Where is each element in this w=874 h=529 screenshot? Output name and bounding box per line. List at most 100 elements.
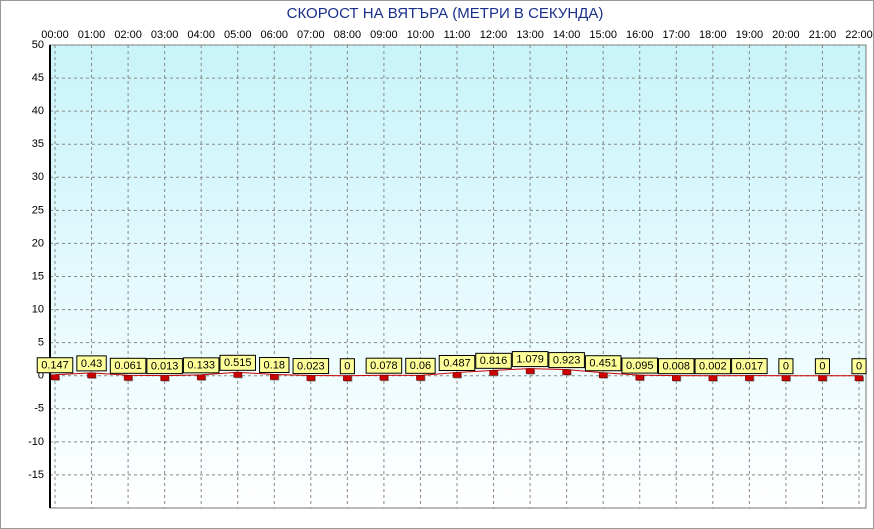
value-label-box xyxy=(339,358,355,375)
x-tick-label: 02:00 xyxy=(114,29,142,41)
value-label: 0.515 xyxy=(219,354,256,371)
y-tick-label: 0 xyxy=(38,370,44,382)
y-tick-label: 35 xyxy=(32,138,44,150)
y-tick-label: 5 xyxy=(38,337,44,349)
value-label: 1.079 xyxy=(511,351,549,368)
value-label: 0.023 xyxy=(292,358,330,375)
value-label-box xyxy=(475,352,512,369)
marker xyxy=(306,375,316,381)
y-tick-label: -5 xyxy=(34,403,44,415)
value-label-box xyxy=(584,355,622,372)
x-tick-label: 00:00 xyxy=(41,29,69,41)
y-tick-label: 20 xyxy=(32,237,44,249)
value-label-box xyxy=(658,358,695,375)
value-label-box xyxy=(731,358,768,375)
value-label: 0.095 xyxy=(621,357,658,374)
value-label: 0.061 xyxy=(109,357,147,374)
value-label-text: 0.451 xyxy=(589,358,617,370)
marker xyxy=(562,369,571,375)
value-label-text: 0.18 xyxy=(264,359,285,371)
value-label-text: 0 xyxy=(856,361,862,373)
x-tick-label: 08:00 xyxy=(334,29,362,41)
value-label: 0.18 xyxy=(259,357,290,374)
y-tick-label: 45 xyxy=(32,72,44,84)
value-label: 0 xyxy=(851,358,867,375)
value-label-text: 0 xyxy=(344,361,350,373)
y-tick-label: 30 xyxy=(32,171,44,183)
x-tick-label: 06:00 xyxy=(261,29,289,41)
marker xyxy=(745,375,754,381)
x-tick-label: 03:00 xyxy=(151,29,179,41)
value-label: 0.133 xyxy=(182,357,220,374)
value-label-text: 0.487 xyxy=(443,357,471,369)
value-label-text: 0.816 xyxy=(480,355,508,367)
value-label-text: 0.013 xyxy=(151,361,179,373)
value-label-text: 0.078 xyxy=(370,360,398,372)
value-label-text: 0.147 xyxy=(41,360,69,372)
value-label-box xyxy=(109,357,147,374)
x-tick-label: 01:00 xyxy=(78,29,106,41)
marker xyxy=(233,372,242,378)
value-label-box xyxy=(814,358,831,375)
y-tick-label: -10 xyxy=(28,436,44,448)
marker xyxy=(87,372,96,379)
x-tick-label: 07:00 xyxy=(297,29,325,41)
marker xyxy=(123,375,133,381)
value-label: 0.002 xyxy=(694,358,732,375)
x-tick-label: 22:00 xyxy=(845,29,873,41)
value-label: 0.451 xyxy=(584,355,622,372)
value-label: 0.147 xyxy=(36,357,74,374)
y-tick-label: -15 xyxy=(28,469,44,481)
value-label-box xyxy=(548,352,585,369)
value-label: 0.06 xyxy=(405,357,436,374)
x-tick-label: 16:00 xyxy=(626,29,654,41)
value-label-box xyxy=(182,357,220,374)
chart-title: СКОРОСТ НА ВЯТЪРА (МЕТРИ В СЕКУНДА) xyxy=(287,5,604,22)
x-tick-label: 12:00 xyxy=(480,29,508,41)
value-label-box xyxy=(405,357,436,374)
value-label-text: 0.017 xyxy=(736,361,764,373)
x-tick-label: 19:00 xyxy=(736,29,764,41)
value-label-text: 0.008 xyxy=(663,361,691,373)
x-tick-label: 09:00 xyxy=(370,29,398,41)
value-label-text: 0 xyxy=(783,361,789,373)
value-label: 0 xyxy=(814,358,831,375)
y-tick-label: 10 xyxy=(32,303,44,315)
value-label-box xyxy=(259,357,290,374)
marker xyxy=(160,375,169,381)
value-label-box xyxy=(778,358,794,375)
value-label: 0.013 xyxy=(146,358,183,375)
x-tick-label: 15:00 xyxy=(589,29,617,41)
value-label: 0.923 xyxy=(548,352,585,369)
marker xyxy=(379,374,389,381)
value-label-box xyxy=(292,358,330,375)
value-label-box xyxy=(694,358,732,375)
value-label-box xyxy=(146,358,183,375)
value-label-box xyxy=(76,355,107,372)
x-tick-label: 17:00 xyxy=(663,29,691,41)
marker xyxy=(270,374,279,380)
y-tick-label: 50 xyxy=(32,39,44,51)
marker xyxy=(672,375,681,381)
value-label: 0.816 xyxy=(475,352,512,369)
value-label-text: 0.43 xyxy=(81,358,102,370)
value-label-text: 0.061 xyxy=(114,360,142,372)
x-tick-label: 20:00 xyxy=(772,29,800,41)
y-tick-label: 25 xyxy=(32,204,44,216)
y-tick-label: 15 xyxy=(32,270,44,282)
x-tick-label: 21:00 xyxy=(809,29,837,41)
marker xyxy=(196,374,206,381)
value-label-box xyxy=(438,354,476,371)
marker xyxy=(489,370,498,376)
value-label: 0.008 xyxy=(658,358,695,375)
value-label: 0 xyxy=(778,358,794,375)
value-label-text: 0.515 xyxy=(224,357,252,369)
marker xyxy=(50,374,60,380)
value-label-box xyxy=(36,357,74,374)
value-label-text: 1.079 xyxy=(516,353,544,365)
x-tick-label: 13:00 xyxy=(516,29,544,41)
marker xyxy=(781,375,791,381)
x-tick-label: 10:00 xyxy=(407,29,435,41)
value-label-text: 0.095 xyxy=(626,360,654,372)
value-label-box xyxy=(365,357,403,374)
